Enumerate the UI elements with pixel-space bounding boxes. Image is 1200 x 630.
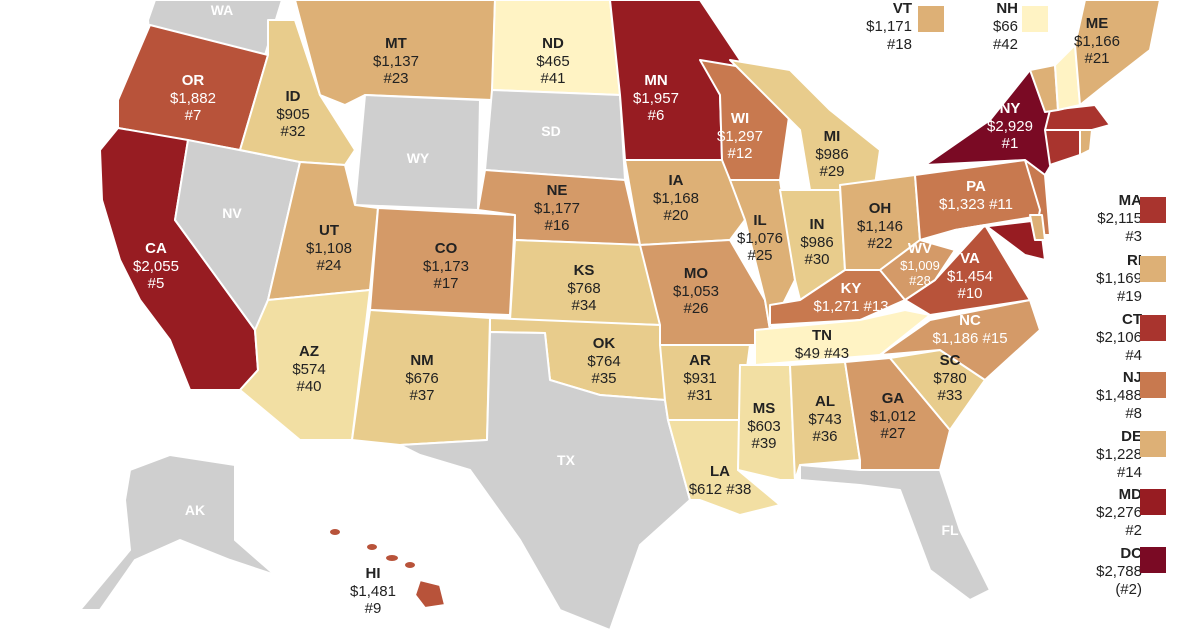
callout-ct: CT $2,106 #4 [1096, 311, 1142, 364]
label-ak: AK [184, 502, 206, 518]
swatch-nj [1140, 372, 1166, 398]
label-il: IL $1,076 #25 [737, 212, 783, 265]
label-or: OR $1,882 #7 [170, 72, 216, 125]
label-co: CO $1,173 #17 [423, 240, 469, 293]
label-ok: OK $764 #35 [587, 335, 621, 388]
state-nc[interactable] [879, 299, 1041, 381]
hawaii-island-3[interactable] [384, 553, 400, 563]
label-ne: NE $1,177 #16 [534, 182, 580, 235]
label-al: AL $743 #36 [808, 393, 842, 446]
callout-md: MD $2,276 #2 [1096, 486, 1142, 539]
label-nc: NC $1,186 #15 [932, 312, 1008, 347]
state-wv[interactable] [879, 239, 956, 301]
callout-vt: VT $1,171 #18 [866, 0, 912, 53]
swatch-nh [1022, 6, 1048, 32]
label-ky: KY $1,271 #13 [813, 280, 889, 315]
state-hi[interactable] [414, 579, 446, 609]
label-tx: TX [557, 452, 575, 468]
swatch-md [1140, 489, 1166, 515]
label-ca: CA $2,055 #5 [133, 240, 179, 293]
swatch-dc [1140, 547, 1166, 573]
label-tn: TN $49 #43 [794, 327, 850, 362]
callout-nj: NJ $1,488 #8 [1096, 369, 1142, 422]
label-va: VA $1,454 #10 [947, 250, 993, 303]
state-ia[interactable] [624, 159, 746, 246]
label-mt: MT $1,137 #23 [373, 35, 419, 88]
label-mo: MO $1,053 #26 [673, 265, 719, 318]
state-de[interactable] [1029, 214, 1046, 241]
label-nv: NV [222, 205, 242, 221]
label-nm: NM $676 #37 [405, 352, 439, 405]
state-pa[interactable] [914, 159, 1046, 241]
state-ri[interactable] [1079, 129, 1093, 156]
label-in: IN $986 #30 [800, 216, 834, 269]
hawaii-island-1[interactable] [328, 527, 342, 537]
swatch-de [1140, 431, 1166, 457]
callout-nh: NH $66 #42 [992, 0, 1018, 53]
label-sc: SC $780 #33 [933, 352, 967, 405]
swatch-ct [1140, 315, 1166, 341]
swatch-ri [1140, 256, 1166, 282]
state-ma[interactable] [1044, 104, 1111, 131]
label-wv: WV $1,009 #28 [900, 240, 940, 289]
label-ga: GA $1,012 #27 [870, 390, 916, 443]
label-ms: MS $603 #39 [747, 400, 781, 453]
state-tx[interactable] [399, 331, 691, 630]
state-al[interactable] [789, 361, 861, 481]
label-wi: WI $1,297 #12 [717, 110, 763, 163]
swatch-vt [918, 6, 944, 32]
label-ny: NY $2,929 #1 [987, 100, 1033, 153]
callout-de: DE $1,228 #14 [1096, 428, 1142, 481]
label-wy: WY [406, 150, 430, 166]
state-me[interactable] [1074, 0, 1161, 106]
state-fl[interactable] [799, 464, 991, 601]
label-me: ME $1,166 #21 [1074, 15, 1120, 68]
callout-ma: MA $2,115 #3 [1097, 192, 1142, 245]
swatch-ma [1140, 197, 1166, 223]
label-ar: AR $931 #31 [683, 352, 717, 405]
hawaii-island-2[interactable] [365, 542, 379, 552]
state-ms[interactable] [737, 364, 796, 481]
label-ia: IA $1,168 #20 [653, 172, 699, 225]
state-ct[interactable] [1044, 129, 1081, 166]
state-md[interactable] [954, 219, 1046, 261]
label-id: ID $905 #32 [276, 88, 310, 141]
label-ks: KS $768 #34 [567, 262, 601, 315]
label-mn: MN $1,957 #6 [633, 72, 679, 125]
label-pa: PA $1,323 #11 [939, 178, 1013, 213]
label-la: LA $612 #38 [688, 463, 752, 498]
label-az: AZ $574 #40 [292, 343, 326, 396]
callout-dc: DC $2,788 (#2) [1096, 545, 1142, 598]
label-oh: OH $1,146 #22 [857, 200, 903, 253]
label-mi: MI $986 #29 [815, 128, 849, 181]
callout-ri: RI $1,169 #19 [1096, 252, 1142, 305]
label-fl: FL [941, 522, 959, 538]
state-az[interactable] [239, 289, 371, 441]
label-hi: HI $1,481 #9 [350, 565, 396, 618]
hawaii-island-4[interactable] [403, 560, 417, 570]
label-nd: ND $465 #41 [536, 35, 570, 88]
label-wa: WA [210, 2, 234, 18]
state-ak[interactable] [79, 454, 276, 611]
label-sd: SD [541, 123, 561, 139]
label-ut: UT $1,108 #24 [306, 222, 352, 275]
